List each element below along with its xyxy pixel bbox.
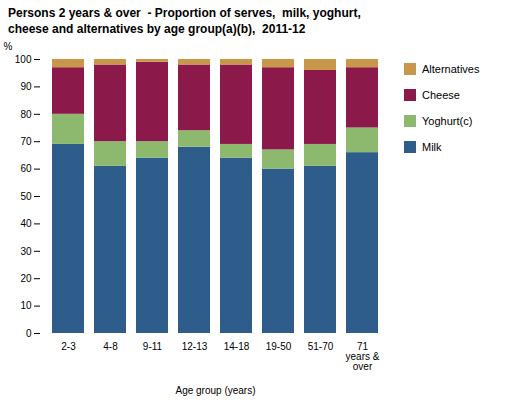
svg-text:51-70: 51-70 bbox=[308, 341, 334, 352]
svg-text:100: 100 bbox=[15, 54, 32, 65]
svg-text:10: 10 bbox=[20, 300, 32, 311]
svg-text:90: 90 bbox=[20, 81, 32, 92]
svg-text:71years &over: 71years &over bbox=[346, 341, 380, 372]
svg-text:12-13: 12-13 bbox=[182, 341, 208, 352]
svg-text:60: 60 bbox=[20, 163, 32, 174]
svg-text:Age group (years): Age group (years) bbox=[175, 385, 255, 396]
html-text:Milk: Milk bbox=[422, 141, 442, 154]
svg-text:19-50: 19-50 bbox=[266, 341, 292, 352]
svg-text:0: 0 bbox=[26, 328, 32, 339]
svg-text:70: 70 bbox=[20, 136, 32, 147]
html-text:Alternatives: Alternatives bbox=[422, 63, 480, 76]
svg-text:4-8: 4-8 bbox=[103, 341, 118, 352]
svg-text:40: 40 bbox=[20, 218, 32, 229]
svg-text:9-11: 9-11 bbox=[143, 341, 163, 352]
svg-text:20: 20 bbox=[20, 273, 32, 284]
svg-text:%: % bbox=[4, 41, 13, 52]
html-text:Cheese: Cheese bbox=[422, 89, 460, 102]
svg-text:14-18: 14-18 bbox=[224, 341, 250, 352]
html-text:Persons 2 years & over - Propo: Persons 2 years & over - Proportion of s… bbox=[8, 6, 361, 36]
svg-text:80: 80 bbox=[20, 109, 32, 120]
html-text:Yoghurt(c): Yoghurt(c) bbox=[422, 115, 473, 128]
svg-text:2-3: 2-3 bbox=[61, 341, 76, 352]
svg-text:30: 30 bbox=[20, 246, 32, 257]
svg-text:50: 50 bbox=[20, 191, 32, 202]
